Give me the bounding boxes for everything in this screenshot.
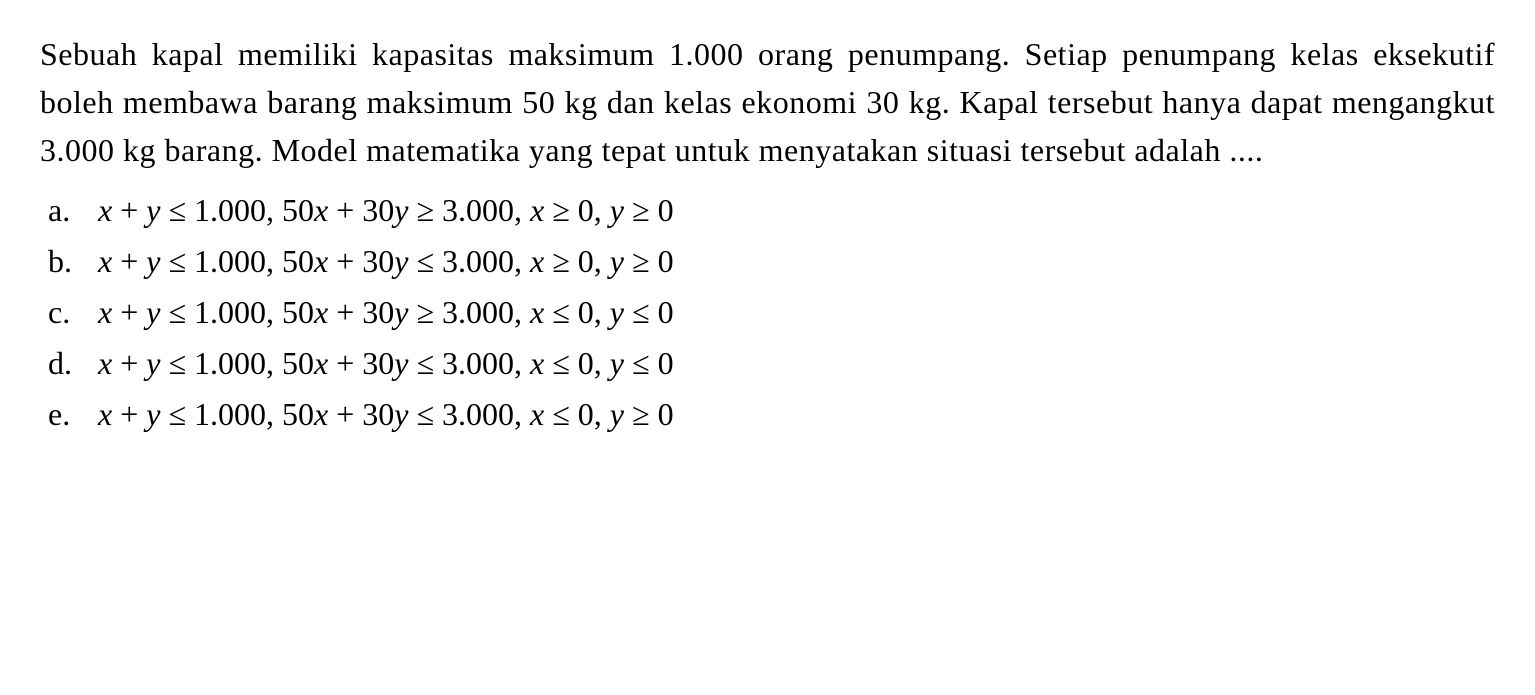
option-d: d. x + y ≤ 1.000, 50x + 30y ≤ 3.000, x ≤… <box>48 345 1495 382</box>
option-letter: d. <box>48 345 98 382</box>
option-expression: x + y ≤ 1.000, 50x + 30y ≤ 3.000, x ≤ 0,… <box>98 345 674 382</box>
option-expression: x + y ≤ 1.000, 50x + 30y ≤ 3.000, x ≥ 0,… <box>98 243 674 280</box>
option-b: b. x + y ≤ 1.000, 50x + 30y ≤ 3.000, x ≥… <box>48 243 1495 280</box>
options-list: a. x + y ≤ 1.000, 50x + 30y ≥ 3.000, x ≥… <box>40 192 1495 433</box>
option-letter: c. <box>48 294 98 331</box>
option-c: c. x + y ≤ 1.000, 50x + 30y ≥ 3.000, x ≤… <box>48 294 1495 331</box>
option-expression: x + y ≤ 1.000, 50x + 30y ≥ 3.000, x ≥ 0,… <box>98 192 674 229</box>
option-letter: b. <box>48 243 98 280</box>
option-expression: x + y ≤ 1.000, 50x + 30y ≥ 3.000, x ≤ 0,… <box>98 294 674 331</box>
option-a: a. x + y ≤ 1.000, 50x + 30y ≥ 3.000, x ≥… <box>48 192 1495 229</box>
option-e: e. x + y ≤ 1.000, 50x + 30y ≤ 3.000, x ≤… <box>48 396 1495 433</box>
question-text: Sebuah kapal memiliki kapasitas maksimum… <box>40 30 1495 174</box>
option-expression: x + y ≤ 1.000, 50x + 30y ≤ 3.000, x ≤ 0,… <box>98 396 674 433</box>
option-letter: e. <box>48 396 98 433</box>
option-letter: a. <box>48 192 98 229</box>
